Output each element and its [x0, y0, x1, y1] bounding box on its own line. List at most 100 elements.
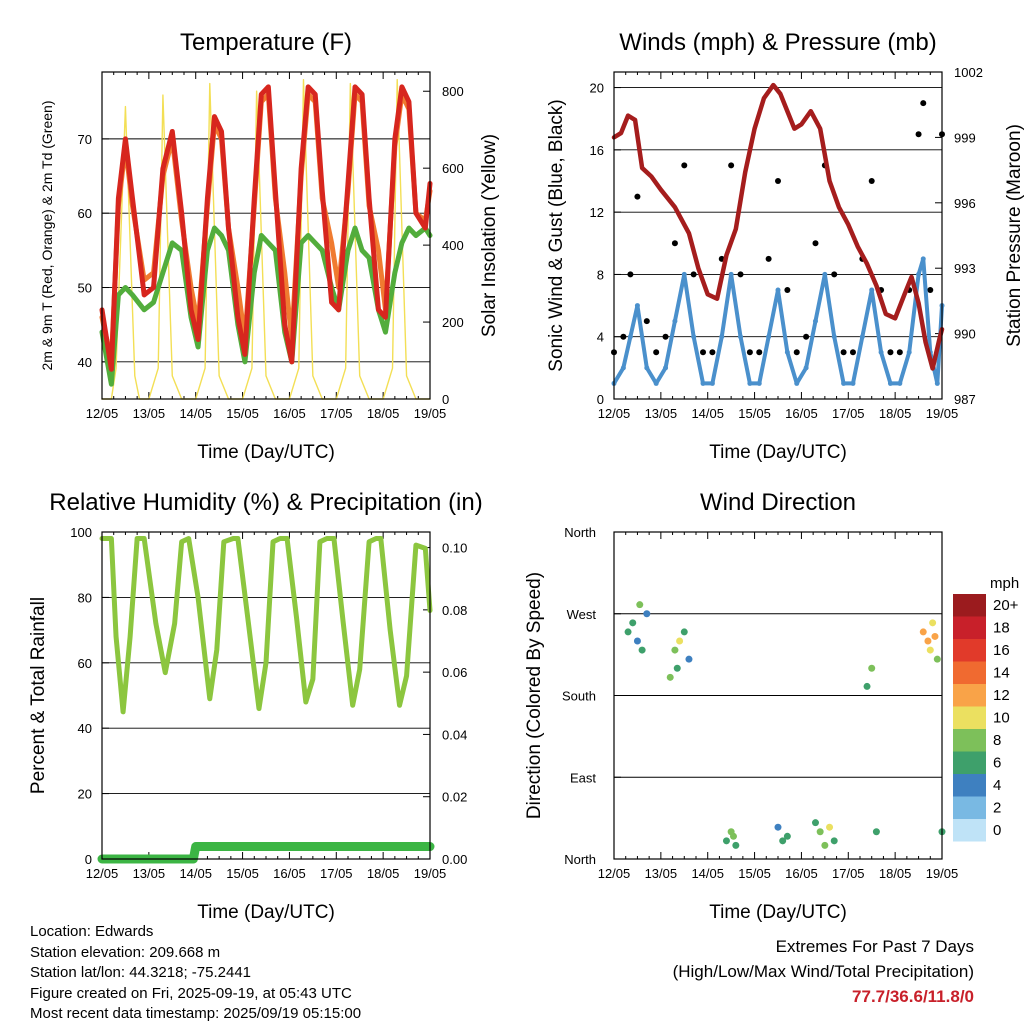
wind-series-line [612, 256, 944, 386]
y2-tick-label: 999 [954, 130, 976, 145]
y-tick-label: South [562, 689, 596, 704]
extremes-block: Extremes For Past 7 Days (High/Low/Max W… [673, 934, 974, 1009]
wind-point [831, 334, 837, 340]
latlon-text: Station lat/lon: 44.3218; -75.2441 [30, 964, 252, 981]
wind-point [859, 334, 865, 340]
legend-swatch [953, 616, 986, 639]
wind-point [756, 380, 762, 386]
legend-swatch [953, 729, 986, 752]
gust-point [840, 349, 847, 356]
gust-point [681, 162, 688, 169]
x-tick-label: 12/05 [86, 406, 119, 421]
created-text: Figure created on Fri, 2025-09-19, at 05… [30, 984, 352, 1002]
legend-label: 12 [993, 687, 1010, 704]
y2-tick-label: 0.06 [442, 665, 467, 680]
legend-label: 6 [993, 755, 1001, 772]
legend-swatch [953, 796, 986, 819]
direction-point [926, 646, 934, 654]
y-tick-label: 4 [597, 330, 604, 345]
direction-point [924, 637, 932, 645]
wind-point [653, 380, 659, 386]
wind-point [691, 334, 697, 340]
direction-point [638, 646, 646, 654]
y2-tick-label: 800 [442, 84, 464, 99]
wind-point [812, 318, 818, 324]
x-axis-label: Time (Day/UTC) [709, 902, 847, 923]
gust-point [634, 193, 641, 200]
x-tick-label: 19/05 [926, 866, 959, 881]
gust-point [671, 240, 678, 247]
gust-point [915, 131, 922, 138]
x-tick-label: 18/05 [879, 406, 912, 421]
wind-point [784, 349, 790, 355]
gust-point [627, 271, 634, 278]
extremes-values: 77.7/36.6/11.8/0 [852, 987, 974, 1006]
x-tick-label: 19/05 [414, 406, 447, 421]
x-tick-label: 14/05 [691, 406, 724, 421]
wind-point [663, 365, 669, 371]
extremes-title: Extremes For Past 7 Days [775, 937, 974, 956]
direction-point [811, 819, 819, 827]
y-tick-label: 0 [597, 392, 604, 407]
wind-point [906, 349, 912, 355]
y-axis-label: Direction (Colored By Speed) [524, 572, 545, 819]
gust-point [803, 333, 810, 340]
plot-frame [101, 71, 431, 400]
x-tick-label: 12/05 [598, 866, 631, 881]
y2-tick-label: 987 [954, 392, 976, 407]
direction-point [673, 664, 681, 672]
y-tick-label: North [564, 852, 596, 867]
direction-point [666, 673, 674, 681]
gust-point [784, 287, 791, 293]
direction-point [872, 828, 880, 836]
direction-point [783, 832, 791, 840]
wind-point [887, 380, 893, 386]
direction-point [774, 823, 782, 831]
chart-title: Temperature (F) [180, 29, 352, 56]
x-axis-label: Time (Day/UTC) [197, 442, 335, 463]
legend-swatch [953, 706, 986, 729]
legend-swatch [953, 751, 986, 774]
y-axis-label: 2m & 9m T (Red, Orange) & 2m Td (Green) [39, 101, 55, 371]
legend-swatch [953, 774, 986, 797]
gust-point [765, 255, 772, 262]
legend-label: 4 [993, 777, 1001, 794]
plot-frame [101, 531, 431, 860]
wind-point [634, 303, 640, 309]
x-tick-label: 12/05 [86, 866, 119, 881]
gust-point [868, 178, 875, 184]
wind-point [822, 271, 828, 277]
wind-point [709, 380, 715, 386]
chart-title: Wind Direction [700, 489, 856, 516]
direction-point [826, 823, 834, 831]
x-tick-label: 19/05 [926, 406, 959, 421]
x-axis-label: Time (Day/UTC) [709, 442, 847, 463]
wind-point [738, 334, 744, 340]
y2-tick-label: 0.00 [442, 852, 467, 867]
y2-tick-label: 400 [442, 238, 464, 253]
direction-point [636, 601, 644, 609]
y-tick-label: 60 [78, 656, 92, 671]
location-text: Location: Edwards [30, 923, 154, 940]
pressure-series-line [611, 82, 945, 371]
y-axis-label: Percent & Total Rainfall [28, 597, 49, 794]
legend-label: 2 [993, 800, 1001, 817]
x-tick-label: 13/05 [133, 866, 166, 881]
wind-point [841, 380, 847, 386]
x-tick-label: 15/05 [226, 866, 259, 881]
gust-point [920, 100, 927, 107]
y-tick-label: 12 [590, 205, 604, 220]
wind-point [869, 287, 875, 293]
t2m-series-line [99, 84, 433, 372]
x-tick-label: 16/05 [273, 866, 306, 881]
y-tick-label: 40 [78, 721, 92, 736]
legend-label: 10 [993, 710, 1010, 727]
temperature-panel: Temperature (F) Time (Day/UTC) 2m & 9m T (… [39, 29, 500, 463]
direction-point [779, 837, 787, 845]
winds-pressure-panel: Winds (mph) & Pressure (mb) Time (Day/UTC… [546, 29, 1024, 463]
gust-point [709, 349, 716, 356]
rh-series-line [99, 536, 433, 715]
direction-point [729, 832, 737, 840]
y-tick-label: 8 [597, 267, 604, 282]
